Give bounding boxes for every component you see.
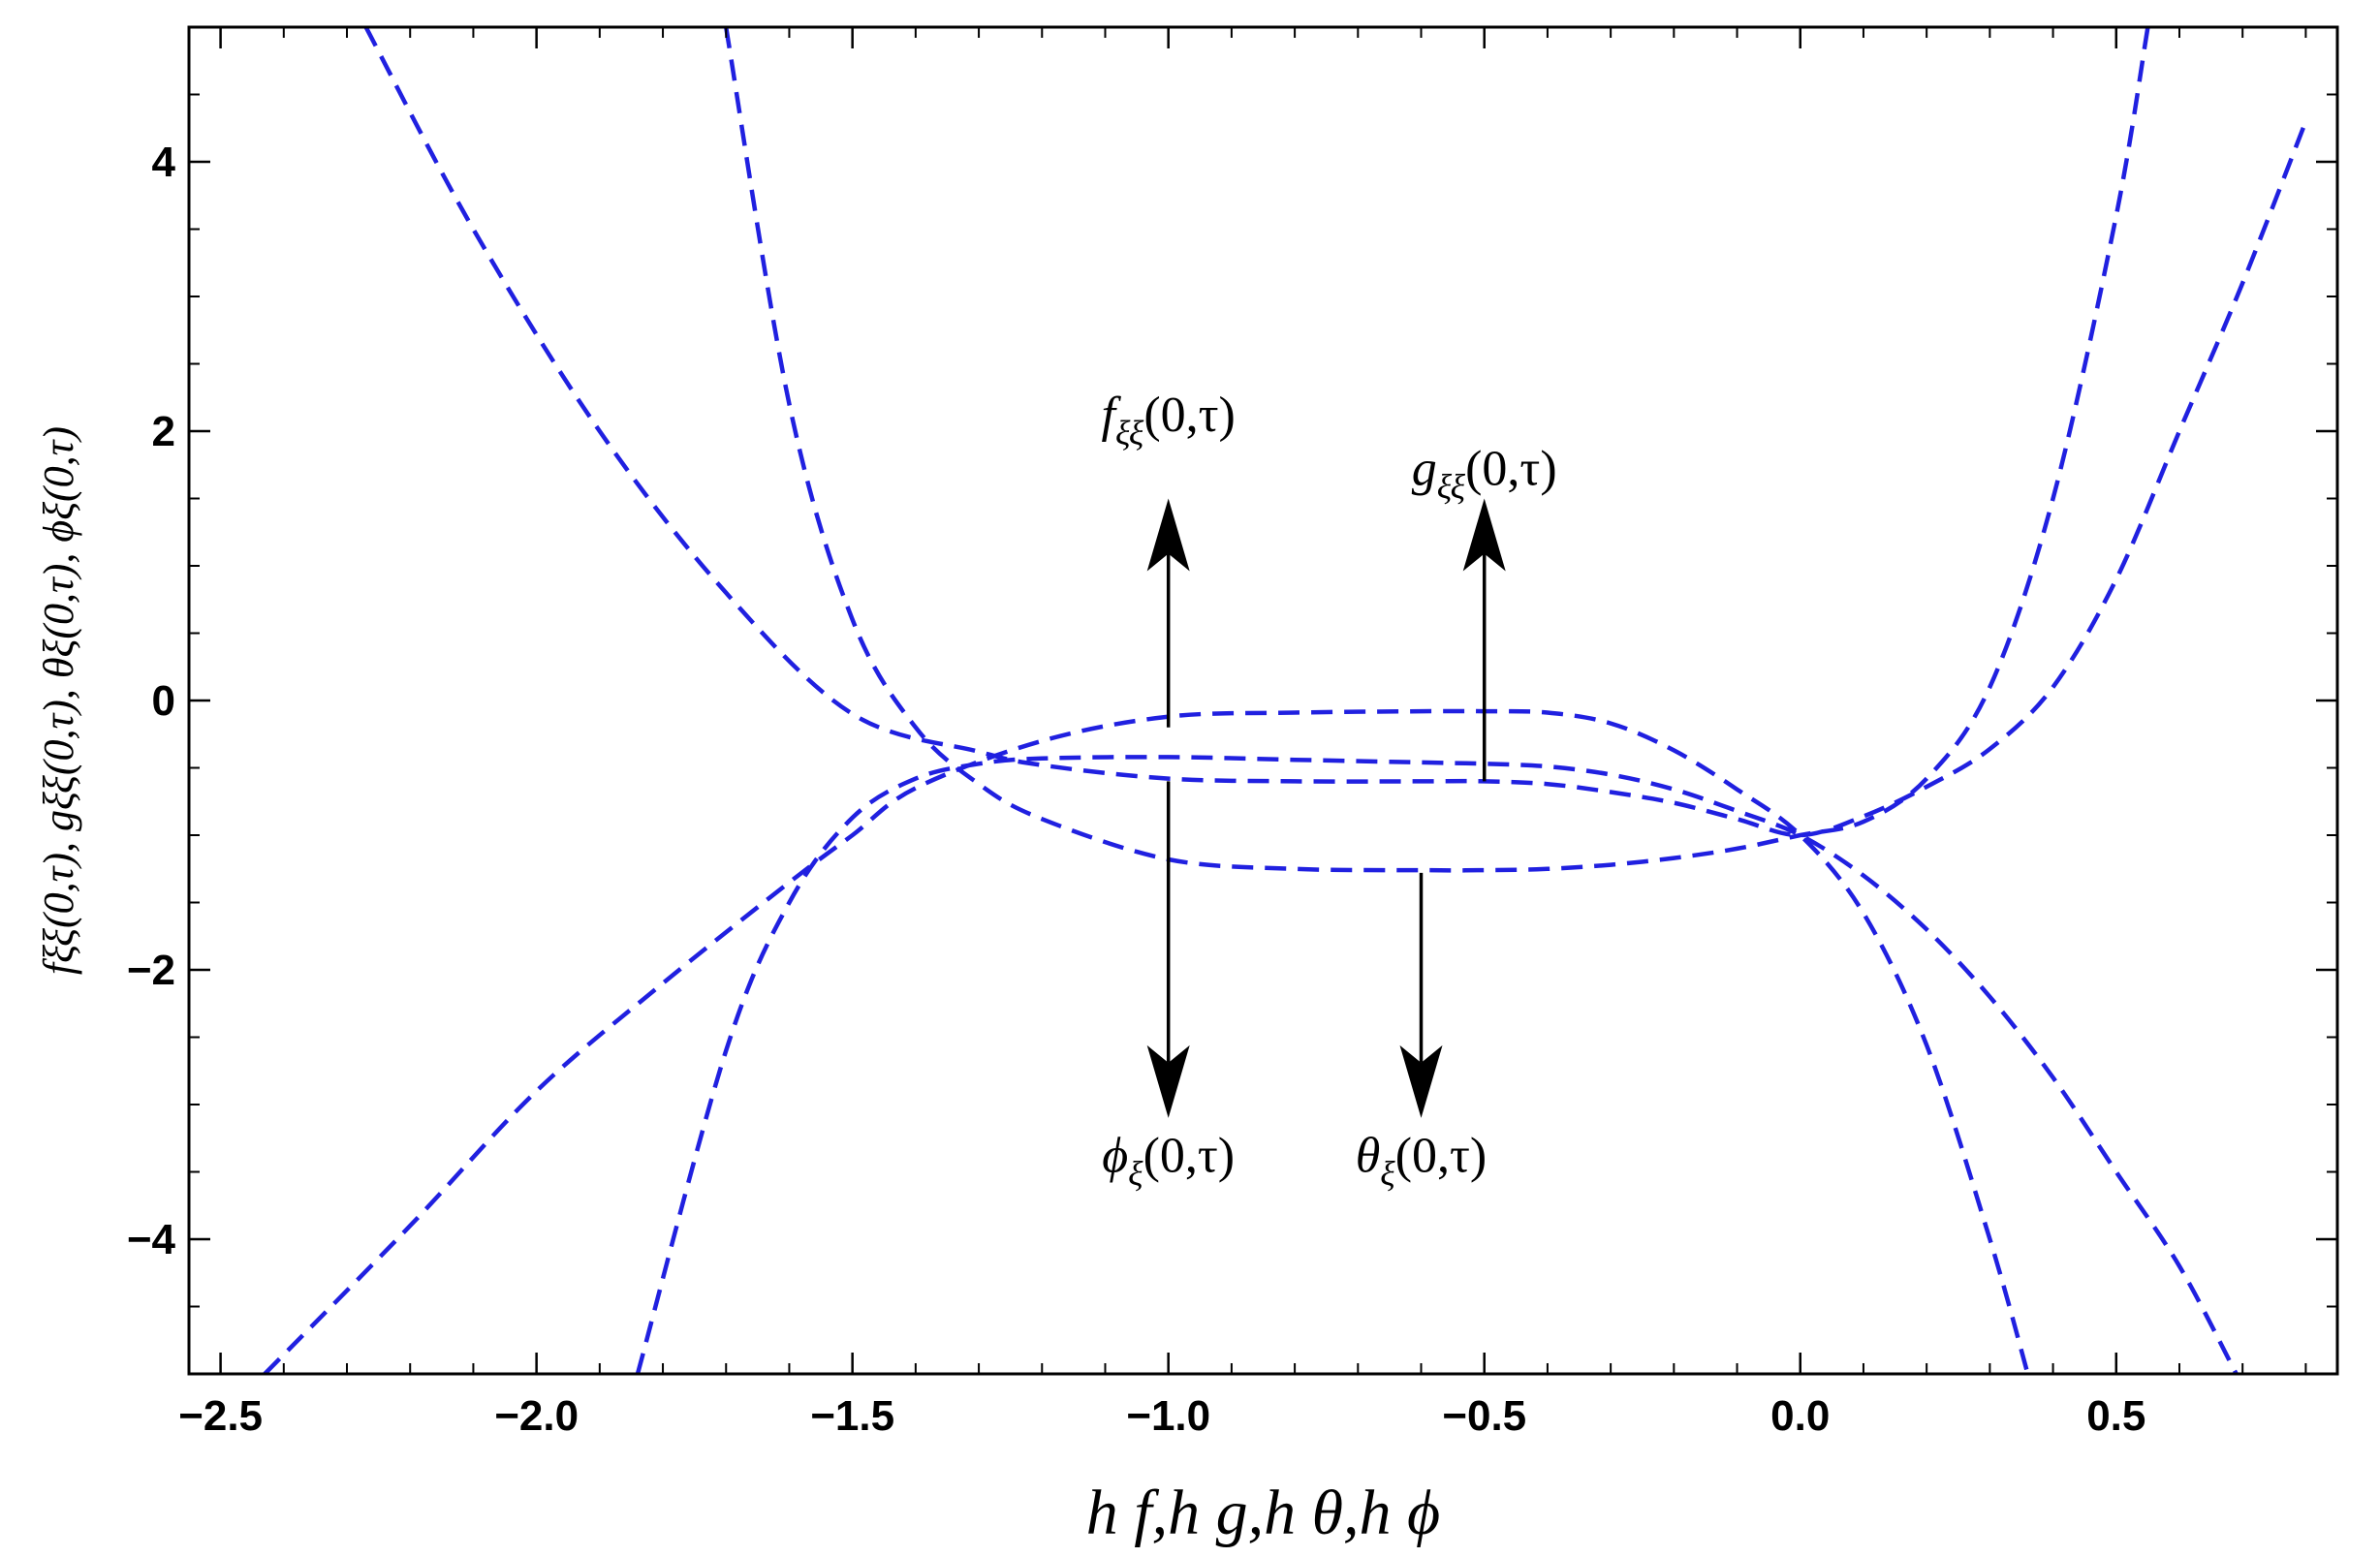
- arrow-head-4: [1399, 1044, 1443, 1118]
- annotation-label-1: fξξ(0,τ): [1102, 388, 1236, 452]
- annotation-sub-3: ξ: [1128, 1155, 1143, 1194]
- y-axis-ticks: −4 −2 0 2 4: [127, 26, 2337, 1375]
- annotation-sub-2: ξξ: [1437, 468, 1466, 507]
- annotation-sub-4: ξ: [1380, 1155, 1395, 1194]
- y-tick-label: 2: [152, 408, 175, 455]
- series-line-3: [363, 27, 2308, 838]
- annotation-args-1: (0,τ): [1143, 388, 1236, 443]
- annotation-sub-1: ξξ: [1115, 414, 1144, 452]
- arrows: [1146, 498, 1506, 1118]
- annotation-base-2: g: [1412, 442, 1437, 497]
- y-tick-label: 4: [152, 139, 176, 186]
- annotation-label-2: gξξ(0,τ): [1412, 442, 1557, 507]
- x-tick-label: −2.5: [178, 1392, 263, 1440]
- x-axis-ticks: −2.5 −2.0 −1.5 −1.0 −0.5 0.0 0.5: [178, 27, 2307, 1440]
- series-line-1: [263, 708, 2030, 1374]
- y-axis-title: fξξ(0,τ), gξξ(0,τ), θξ(0,τ), ϕξ(0,τ): [35, 426, 82, 975]
- annotation-args-4: (0,τ): [1395, 1129, 1488, 1184]
- x-tick-label: 0.5: [2086, 1392, 2145, 1440]
- x-tick-label: −1.5: [810, 1392, 894, 1440]
- series-line-2: [635, 755, 2239, 1374]
- annotation-args-2: (0,τ): [1465, 442, 1557, 497]
- arrow-head-3: [1146, 1044, 1190, 1118]
- arrow-head-2: [1462, 498, 1506, 572]
- series-line-4: [723, 27, 2150, 873]
- annotation-label-4: θξ(0,τ): [1356, 1129, 1488, 1194]
- y-tick-label: −2: [127, 947, 175, 994]
- annotations: fξξ(0,τ)gξξ(0,τ)ϕξ(0,τ) θξ(0,τ): [1102, 388, 1557, 1194]
- x-tick-label: 0.0: [1770, 1392, 1830, 1440]
- y-tick-label: 0: [152, 677, 175, 725]
- plot-frame: [187, 25, 2339, 1376]
- annotation-base-4: θ: [1356, 1129, 1381, 1184]
- y-tick-label: −4: [127, 1216, 176, 1263]
- arrow-head-1: [1146, 498, 1190, 572]
- x-tick-label: −0.5: [1442, 1392, 1526, 1440]
- x-tick-label: −1.0: [1126, 1392, 1210, 1440]
- x-axis-title: h f,h g,h θ,h ϕ: [1086, 1478, 1440, 1548]
- plot-lines: [263, 27, 2308, 1374]
- annotation-args-3: (0,τ): [1143, 1129, 1236, 1184]
- x-tick-label: −2.0: [494, 1392, 579, 1440]
- annotation-base-3: ϕ: [1102, 1129, 1128, 1184]
- annotation-label-3: ϕξ(0,τ): [1102, 1129, 1235, 1194]
